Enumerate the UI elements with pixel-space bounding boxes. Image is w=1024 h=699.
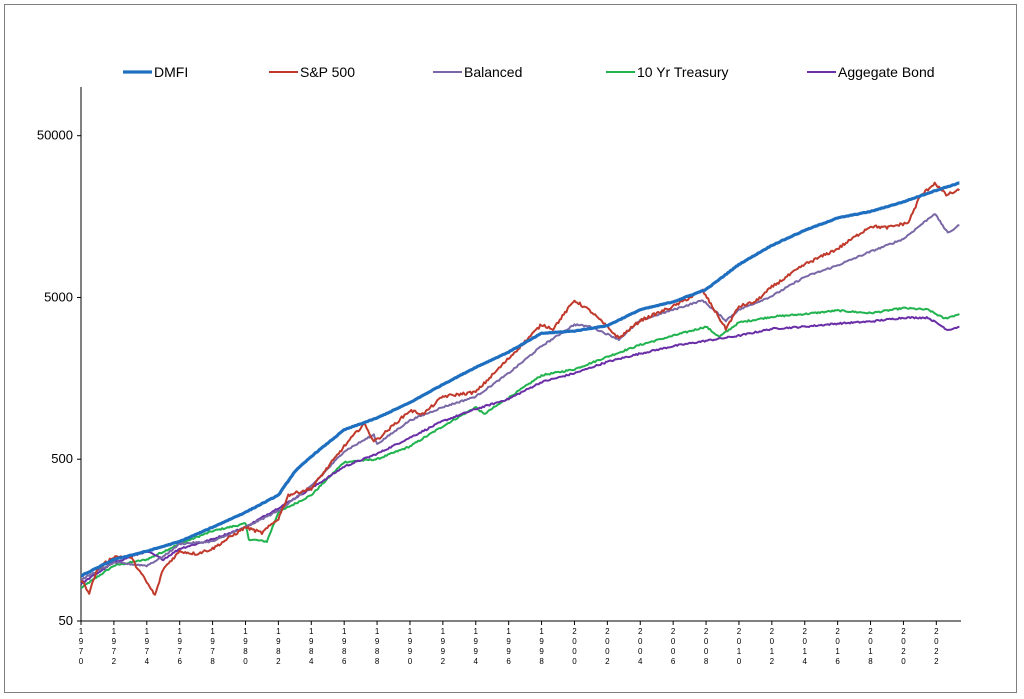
legend-label: 10 Yr Treasury (637, 64, 729, 80)
y-tick-label: 50 (59, 613, 73, 628)
y-tick-label: 50000 (37, 128, 73, 143)
series-layer (80, 181, 960, 596)
chart-frame: DMFI S&P 500 Balanced 10 Yr Treasury Aggegat… (4, 4, 1017, 693)
series-line-dmfi (80, 181, 960, 578)
y-tick-label: 5000 (44, 289, 73, 304)
series-line-10-yr-treasury (80, 306, 960, 589)
y-tick-labels: 50 500 5000 50000 (37, 128, 73, 628)
legend-label: Aggegate Bond (838, 64, 935, 80)
x-tick-labels: 1 9 7 0 1 9 7 2 1 9 7 4 1 9 7 6 1 9 7 8 1 9 8 0 1 9 8 2 1 9 8 4 1 9 8 6 1 9 8 8… (79, 627, 939, 666)
series-line-aggegate-bond (80, 316, 960, 585)
legend: DMFI S&P 500 Balanced 10 Yr Treasury Aggegat… (123, 64, 935, 80)
axes (77, 87, 961, 625)
line-chart: DMFI S&P 500 Balanced 10 Yr Treasury Aggegat… (37, 64, 961, 666)
legend-label: Balanced (464, 64, 522, 80)
y-tick-label: 500 (51, 451, 73, 466)
legend-label: S&P 500 (300, 64, 355, 80)
legend-label: DMFI (154, 64, 188, 80)
series-line-balanced (80, 213, 960, 581)
